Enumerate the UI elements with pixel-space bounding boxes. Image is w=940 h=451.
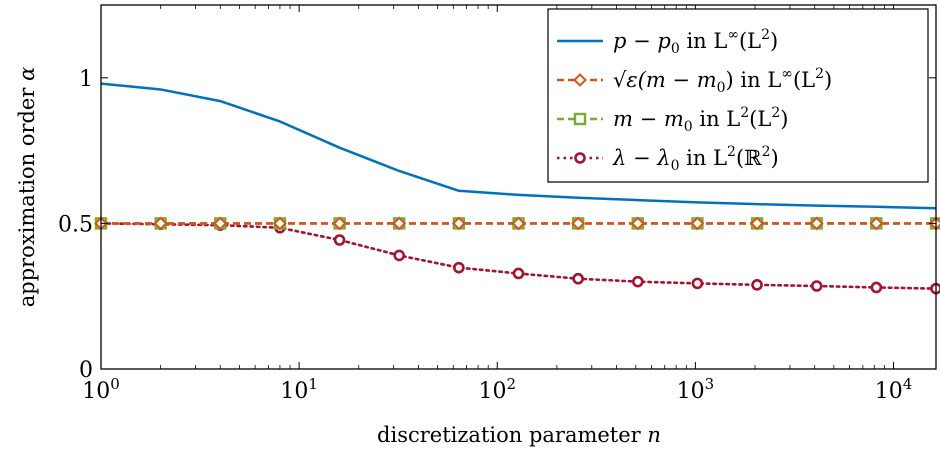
x-tick-label: 101 — [280, 375, 318, 404]
legend-entry-label: m − m0 in L2(L2) — [613, 105, 788, 135]
series-p-line-group — [100, 82, 937, 210]
series-lambda-point — [572, 272, 584, 285]
series-lambda-point — [453, 261, 465, 274]
series-sqrt-eps-m-point — [571, 216, 586, 231]
series-sqrt-eps-m-point — [392, 216, 407, 231]
series-sqrt-eps-m-point — [273, 216, 287, 231]
legend-swatch-marker — [573, 73, 587, 87]
series-sqrt-eps-m-point — [332, 216, 347, 231]
legend-entry-label: √ε(m − m0) in L∞(L2) — [613, 66, 832, 96]
series-lambda-point — [870, 281, 883, 294]
legend-swatch-marker — [574, 152, 586, 164]
x-tick-label: 104 — [875, 375, 913, 404]
legend-entry-label: p − p0 in L∞(L2) — [613, 27, 778, 57]
series-lambda-point — [512, 267, 525, 280]
x-tick-label: 100 — [82, 375, 120, 404]
series-sqrt-eps-m-point — [511, 216, 526, 231]
x-axis-title: discretization parameter n — [377, 423, 661, 447]
series-lambda-point — [691, 277, 704, 290]
x-tick-label: 103 — [677, 375, 715, 404]
legend-entry-label: λ − λ0 in L2(ℝ2) — [612, 144, 779, 174]
legend-swatch-marker — [573, 112, 587, 126]
series-lambda-point — [333, 234, 346, 246]
series-sqrt-eps-m-line-group — [94, 216, 940, 231]
series-lambda-point — [631, 275, 644, 288]
series-lambda-point — [751, 279, 763, 291]
series-lambda-point — [810, 280, 823, 292]
y-tick-label: 0.5 — [58, 212, 93, 237]
series-sqrt-eps-m-point — [213, 216, 228, 231]
series-sqrt-eps-m-point — [153, 216, 168, 231]
series-sqrt-eps-m-point — [630, 216, 645, 231]
series-p-line — [100, 82, 937, 210]
series-sqrt-eps-m-point — [690, 216, 705, 231]
legend: p − p0 in L∞(L2) √ε(m − m0) in L∞(L2) m − … — [547, 8, 929, 183]
legend-box — [547, 8, 929, 183]
series-sqrt-eps-m-point — [750, 216, 764, 231]
y-axis-title: approximation order α — [15, 67, 39, 308]
series-sqrt-eps-m-point — [451, 216, 466, 231]
tick-layer: 100 101 102 103 104 0 0.5 1 — [58, 5, 936, 404]
series-lambda-point — [393, 249, 406, 262]
series-sqrt-eps-m-point — [869, 216, 884, 231]
series-sqrt-eps-m-point — [809, 216, 824, 231]
y-tick-label: 0 — [79, 358, 93, 383]
plot-frame — [100, 4, 937, 370]
x-tick-label: 102 — [478, 375, 516, 404]
y-tick-label: 1 — [79, 67, 93, 92]
